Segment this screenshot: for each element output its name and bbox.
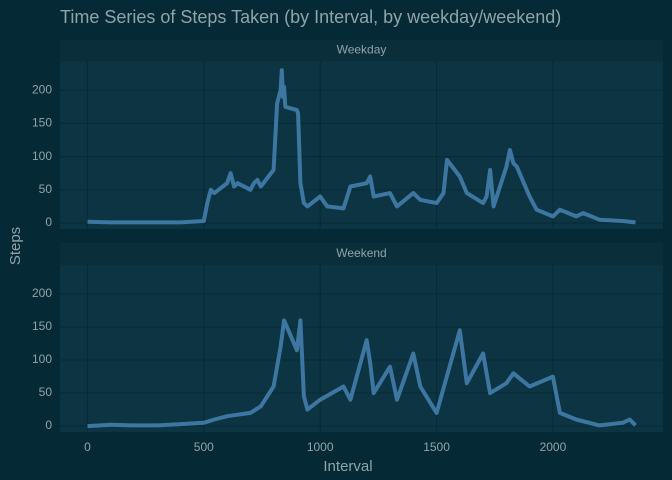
panel-title: Weekend xyxy=(336,246,386,260)
y-axis-label: Steps xyxy=(7,227,24,265)
strip xyxy=(60,40,663,61)
line xyxy=(87,68,636,225)
panel xyxy=(60,61,663,229)
y-tick-label: 50 xyxy=(39,182,53,196)
chart-title: Time Series of Steps Taken (by Interval,… xyxy=(60,7,561,27)
y-tick-label: 50 xyxy=(39,385,53,399)
y-tick-label: 100 xyxy=(32,352,52,366)
panel xyxy=(60,265,663,432)
x-tick-label: 500 xyxy=(194,440,214,454)
line xyxy=(87,318,637,429)
panel-title: Weekday xyxy=(337,43,387,57)
x-axis-label: Interval xyxy=(323,458,372,475)
strip xyxy=(60,243,663,265)
x-tick-label: 1500 xyxy=(423,440,450,454)
x-tick-label: 0 xyxy=(84,440,91,454)
y-tick-label: 0 xyxy=(45,418,52,432)
y-tick-label: 200 xyxy=(32,286,52,300)
y-tick-label: 100 xyxy=(32,149,52,163)
y-tick-label: 200 xyxy=(32,82,52,96)
y-tick-label: 0 xyxy=(45,215,52,229)
y-tick-label: 150 xyxy=(32,319,52,333)
x-tick-label: 2000 xyxy=(540,440,567,454)
y-tick-label: 150 xyxy=(32,116,52,130)
x-tick-label: 1000 xyxy=(307,440,334,454)
